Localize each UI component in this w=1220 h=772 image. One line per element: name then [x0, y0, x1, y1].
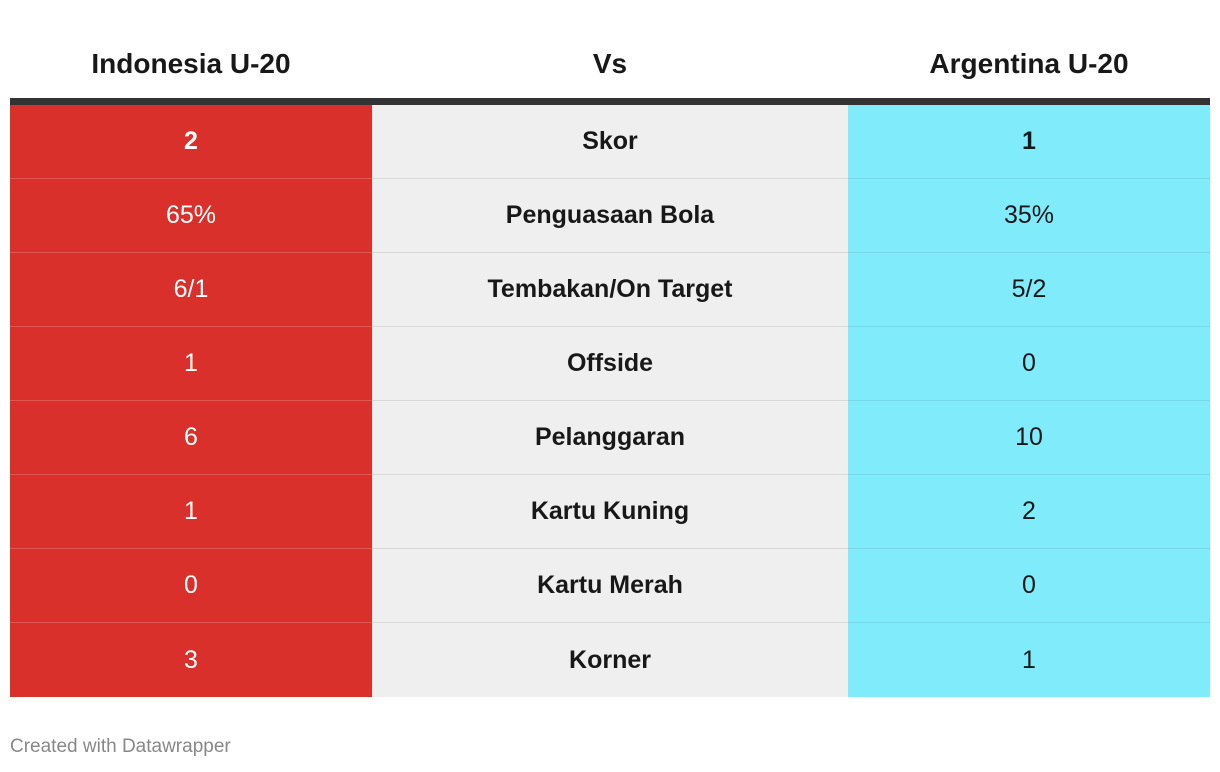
header-right-team: Argentina U-20 — [929, 48, 1129, 79]
table-row: 3 Korner 1 — [10, 623, 1210, 697]
match-stats-table: Indonesia U-20 Vs Argentina U-20 2 Skor 1 6… — [10, 30, 1210, 697]
left-team-value: 6 — [10, 401, 372, 475]
stat-label: Tembakan/On Target — [372, 253, 848, 327]
right-team-value: 0 — [848, 327, 1210, 401]
stat-label: Offside — [372, 327, 848, 401]
left-team-value: 2 — [10, 105, 372, 179]
table-header: Indonesia U-20 Vs Argentina U-20 — [10, 30, 1210, 105]
left-team-value: 1 — [10, 327, 372, 401]
right-team-value: 10 — [848, 401, 1210, 475]
table-row: 2 Skor 1 — [10, 105, 1210, 179]
table-row: 1 Offside 0 — [10, 327, 1210, 401]
left-team-value: 0 — [10, 549, 372, 623]
right-team-value: 5/2 — [848, 253, 1210, 327]
stat-label: Pelanggaran — [372, 401, 848, 475]
stat-label: Penguasaan Bola — [372, 179, 848, 253]
table-row: 0 Kartu Merah 0 — [10, 549, 1210, 623]
right-team-value: 2 — [848, 475, 1210, 549]
table-row: 1 Kartu Kuning 2 — [10, 475, 1210, 549]
right-team-value: 1 — [848, 105, 1210, 179]
left-team-value: 6/1 — [10, 253, 372, 327]
stat-label: Kartu Merah — [372, 549, 848, 623]
stat-label: Korner — [372, 623, 848, 697]
left-team-value: 65% — [10, 179, 372, 253]
left-team-value: 3 — [10, 623, 372, 697]
table-row: 6 Pelanggaran 10 — [10, 401, 1210, 475]
right-team-value: 1 — [848, 623, 1210, 697]
table-body: 2 Skor 1 65% Penguasaan Bola 35% 6/1 Tembakan/O… — [10, 105, 1210, 697]
stat-label: Kartu Kuning — [372, 475, 848, 549]
header-left-team: Indonesia U-20 — [91, 48, 291, 79]
right-team-value: 35% — [848, 179, 1210, 253]
left-team-value: 1 — [10, 475, 372, 549]
table-row: 65% Penguasaan Bola 35% — [10, 179, 1210, 253]
stat-label: Skor — [372, 105, 848, 179]
right-team-value: 0 — [848, 549, 1210, 623]
table-row: 6/1 Tembakan/On Target 5/2 — [10, 253, 1210, 327]
credit-note: Created with Datawrapper — [10, 736, 231, 757]
header-versus: Vs — [592, 48, 628, 79]
